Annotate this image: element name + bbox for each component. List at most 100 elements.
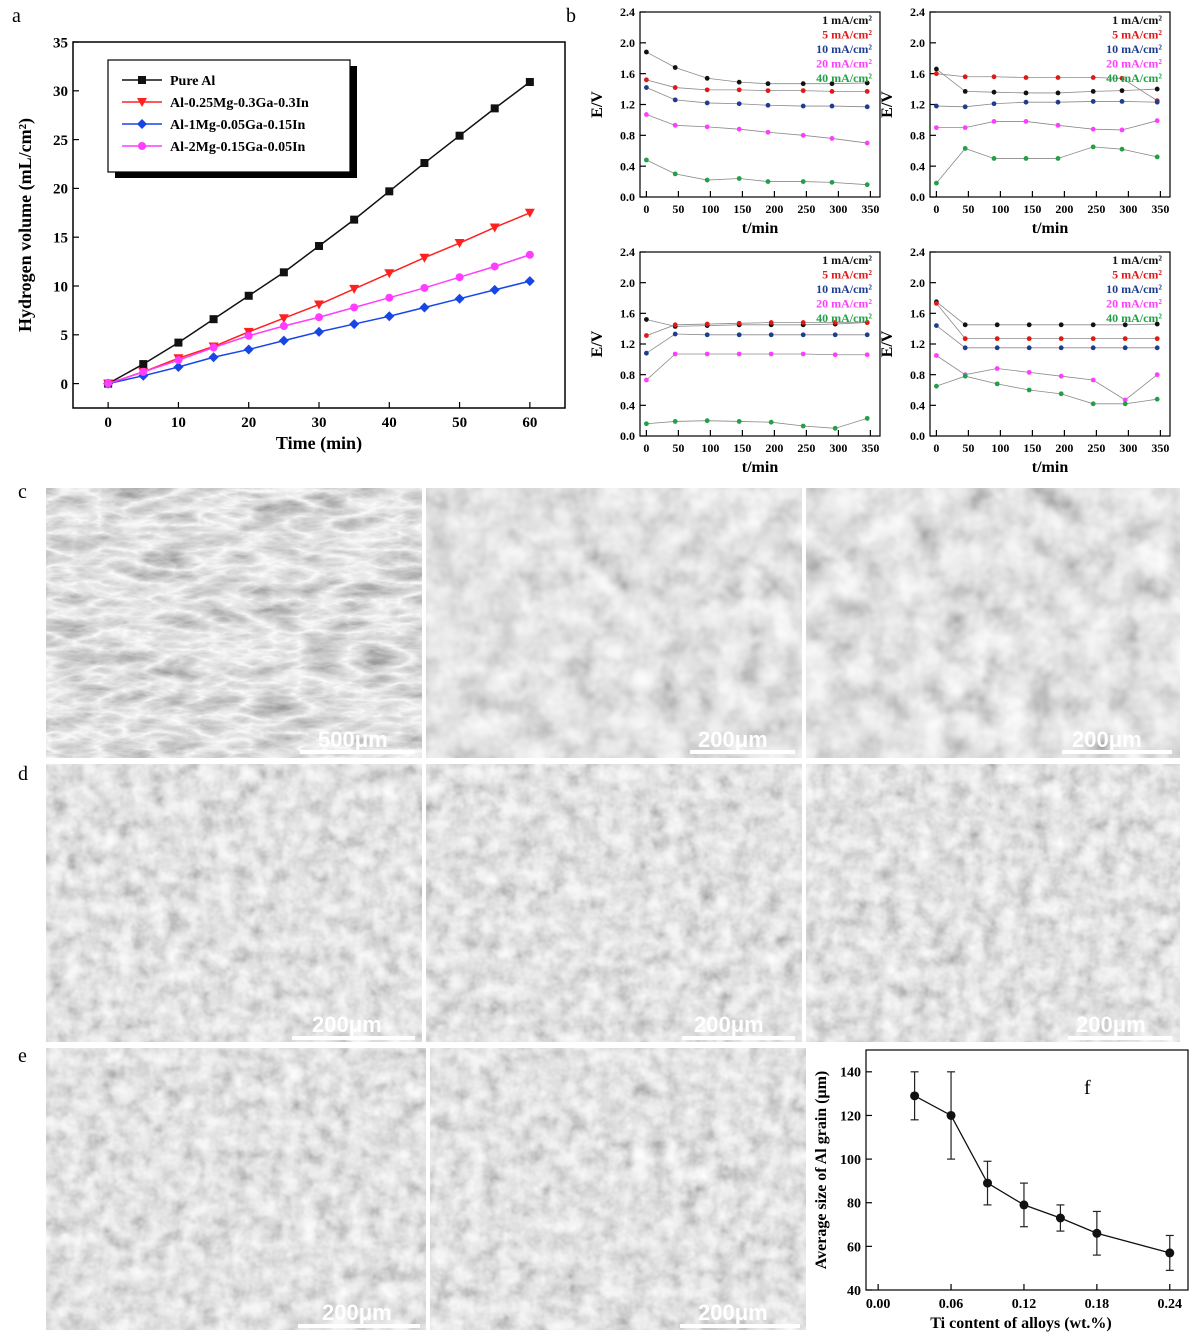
data-point xyxy=(672,419,678,424)
data-point xyxy=(934,66,939,72)
panel-letter-d: d xyxy=(18,763,28,785)
data-point xyxy=(829,136,835,141)
panel-letter-f: f xyxy=(1084,1077,1091,1099)
panel-letter-a: a xyxy=(12,5,21,27)
data-point xyxy=(736,87,742,93)
data-point xyxy=(832,320,838,325)
legend-marker xyxy=(138,142,146,150)
y-axis-label: Average size of Al grain (μm) xyxy=(813,1071,830,1270)
data-point xyxy=(1154,154,1160,160)
y-axis-label: E/V xyxy=(589,330,606,357)
data-point xyxy=(962,88,968,94)
data-point xyxy=(829,179,835,185)
data-point xyxy=(644,350,649,356)
y-tick-label: 120 xyxy=(840,1109,861,1124)
data-point xyxy=(1026,322,1032,328)
data-point xyxy=(1122,322,1128,328)
legend: Pure Al Al-0.25Mg-0.3Ga-0.3In Al-1Mg-0.05G… xyxy=(107,59,357,178)
data-point xyxy=(420,159,429,168)
data-point xyxy=(1023,75,1029,80)
x-tick-label: 30 xyxy=(312,415,327,431)
data-point xyxy=(934,125,939,131)
data-point xyxy=(525,78,534,87)
data-point xyxy=(278,335,289,346)
data-point xyxy=(934,103,939,109)
data-point xyxy=(736,126,742,132)
legend-label: 1 mA/cm² xyxy=(822,13,872,27)
x-tick-label: 150 xyxy=(733,202,751,216)
legend-label: 20 mA/cm² xyxy=(1106,297,1162,311)
data-point xyxy=(1019,1200,1029,1210)
data-point xyxy=(1055,1213,1065,1223)
data-point xyxy=(934,300,939,306)
y-tick-label: 35 xyxy=(53,35,68,51)
data-point xyxy=(800,81,806,87)
legend-label: 1 mA/cm² xyxy=(1112,13,1162,27)
data-point xyxy=(385,293,394,302)
data-point xyxy=(1119,75,1125,81)
legend-label: 5 mA/cm² xyxy=(822,268,872,282)
series-line xyxy=(646,114,868,144)
series-line xyxy=(646,87,868,108)
data-point xyxy=(704,100,710,106)
data-point xyxy=(490,262,499,271)
data-point xyxy=(991,156,997,161)
legend-label: 10 mA/cm² xyxy=(816,42,872,56)
y-tick-label: 0.8 xyxy=(910,129,925,143)
y-tick-label: 1.6 xyxy=(620,307,635,321)
scale-label-c3: 200μm xyxy=(1072,727,1142,752)
data-point xyxy=(1090,401,1096,407)
data-point xyxy=(1154,86,1160,92)
y-tick-label: 0.4 xyxy=(910,159,925,173)
y-tick-label: 15 xyxy=(53,230,68,246)
x-tick-label: 20 xyxy=(241,415,256,431)
y-tick-label: 2.4 xyxy=(620,5,635,19)
scale-label-d1: 200μm xyxy=(312,1012,382,1037)
x-tick-label: 50 xyxy=(672,441,684,455)
data-point xyxy=(1154,396,1160,402)
series-line xyxy=(936,325,1158,349)
data-point xyxy=(864,104,870,110)
y-tick-label: 140 xyxy=(840,1066,861,1081)
data-point xyxy=(1058,373,1064,379)
data-point xyxy=(490,104,499,113)
data-point xyxy=(1119,99,1125,104)
data-point xyxy=(994,381,1000,387)
data-point xyxy=(1026,387,1032,393)
scale-label-e1: 200μm xyxy=(322,1300,392,1325)
legend-label: Al-2Mg-0.15Ga-0.05In xyxy=(170,140,306,155)
data-point xyxy=(454,293,465,304)
data-point xyxy=(419,302,430,313)
data-point xyxy=(243,344,254,355)
data-point xyxy=(704,177,710,183)
data-point xyxy=(1119,88,1125,94)
data-point xyxy=(455,273,464,282)
data-point xyxy=(800,132,806,138)
series-line xyxy=(646,79,868,92)
data-point xyxy=(704,351,710,357)
chart-b-potential-4: 0 50 100 150 200 250 300 350 0.0 0.4 0.8 1.2 1.6 2.0 2… xyxy=(879,245,1171,476)
data-point xyxy=(489,223,500,233)
data-point xyxy=(704,87,710,93)
data-point xyxy=(946,1110,956,1120)
x-axis-label: Ti content of alloys (wt.%) xyxy=(930,1315,1111,1332)
legend-box xyxy=(107,59,351,173)
series-line xyxy=(936,68,1158,94)
data-point xyxy=(832,352,838,358)
y-tick-label: 2.0 xyxy=(910,276,925,290)
data-point xyxy=(800,88,806,94)
data-point xyxy=(349,319,360,330)
data-point xyxy=(1154,336,1160,342)
sem-image-d2 xyxy=(426,764,802,1042)
data-point xyxy=(864,80,870,86)
chart-f-grain-size: 0.00 0.06 0.12 0.18 0.24 40 60 80 100 120 140 Ti co… xyxy=(813,1049,1189,1332)
series-line xyxy=(936,73,1158,101)
chart-b-potential-3: 0 50 100 150 200 250 300 350 0.0 0.4 0.8 1.2 1.6 2.0 2… xyxy=(589,245,881,476)
data-point xyxy=(934,383,939,389)
series-line xyxy=(936,146,1158,184)
data-point xyxy=(139,360,148,369)
x-tick-label: 0.18 xyxy=(1085,1297,1110,1312)
